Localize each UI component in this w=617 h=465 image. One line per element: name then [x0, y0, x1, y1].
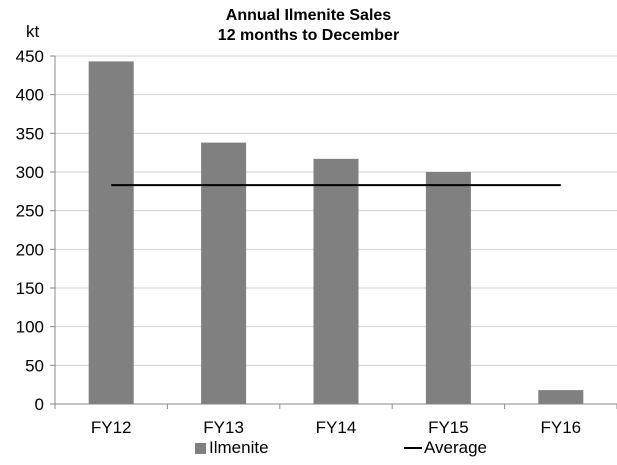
bar — [538, 390, 584, 404]
x-tick-label: FY13 — [203, 418, 244, 437]
legend-item-ilmenite: Ilmenite — [195, 438, 269, 458]
y-tick-label: 250 — [16, 202, 44, 221]
x-tick-label: FY14 — [316, 418, 357, 437]
legend-swatch-line — [404, 447, 422, 449]
bar — [313, 158, 359, 404]
y-tick-label: 300 — [16, 163, 44, 182]
y-tick-label: 450 — [16, 47, 44, 66]
x-tick-label: FY15 — [428, 418, 469, 437]
y-axis-label: kt — [26, 22, 40, 41]
y-tick-label: 350 — [16, 124, 44, 143]
y-tick-label: 50 — [25, 356, 44, 375]
legend-item-average: Average — [404, 438, 487, 458]
bar — [88, 61, 134, 405]
chart-title: Annual Ilmenite Sales — [225, 7, 392, 24]
y-tick-label: 100 — [16, 318, 44, 337]
bar-chart: 0 50 100 150 200 250 300 350 400 450 FY12 FY13 FY14 F… — [16, 47, 617, 437]
bar — [425, 172, 471, 404]
chart-subtitle: 12 months to December — [217, 27, 400, 44]
legend-label-average: Average — [424, 438, 488, 457]
y-tick-label: 150 — [16, 279, 44, 298]
legend: Ilmenite Average — [0, 438, 617, 462]
legend-label-ilmenite: Ilmenite — [209, 438, 269, 457]
x-tick-label: FY16 — [540, 418, 581, 437]
y-tick-label: 0 — [35, 395, 44, 414]
bar — [201, 142, 247, 404]
x-tick-label: FY12 — [91, 418, 132, 437]
y-tick-label: 400 — [16, 86, 44, 105]
y-tick-label: 200 — [16, 240, 44, 259]
legend-swatch-bar — [195, 442, 206, 454]
